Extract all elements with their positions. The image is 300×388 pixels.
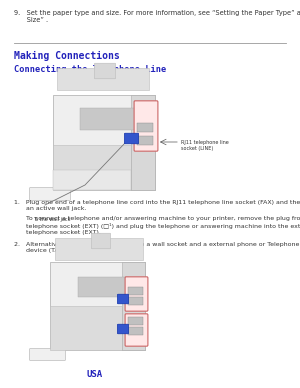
Bar [128,287,143,295]
Text: To the wall jack: To the wall jack [33,217,70,222]
Bar [131,95,155,190]
Text: 2.   Alternative setup of Fax connected to a wall socket and a external phone or: 2. Alternative setup of Fax connected to… [14,242,300,253]
Bar [78,277,128,297]
FancyBboxPatch shape [30,188,70,200]
Bar [137,123,153,132]
Text: Connecting the Telephone Line: Connecting the Telephone Line [14,65,166,74]
Bar [57,68,149,90]
Text: Making Connections: Making Connections [14,51,120,61]
Text: 9.   Set the paper type and size. For more information, see “Setting the Paper T: 9. Set the paper type and size. For more… [14,10,300,24]
FancyBboxPatch shape [117,324,129,334]
FancyBboxPatch shape [30,348,65,360]
Text: To connect a telephone and/or answering machine to your printer, remove the plug: To connect a telephone and/or answering … [14,216,300,235]
Text: 1.   Plug one end of a telephone line cord into the RJ11 telephone line socket (: 1. Plug one end of a telephone line cord… [14,200,300,211]
Bar [122,262,145,350]
FancyBboxPatch shape [125,277,148,311]
Bar [50,262,145,350]
Bar [128,327,143,335]
Text: RJ11 telephone line
socket (LINE): RJ11 telephone line socket (LINE) [181,140,229,151]
Bar [50,306,122,350]
Bar [53,170,131,190]
FancyBboxPatch shape [134,101,158,151]
Bar [137,136,153,145]
FancyBboxPatch shape [124,133,139,144]
Text: USA: USA [87,370,103,379]
FancyBboxPatch shape [92,233,111,249]
FancyBboxPatch shape [117,294,129,304]
Bar [80,108,135,130]
Bar [53,95,155,190]
FancyBboxPatch shape [94,63,116,79]
Bar [53,145,131,190]
FancyBboxPatch shape [125,314,148,346]
Bar [55,238,143,260]
Bar [128,297,143,305]
Bar [128,317,143,325]
